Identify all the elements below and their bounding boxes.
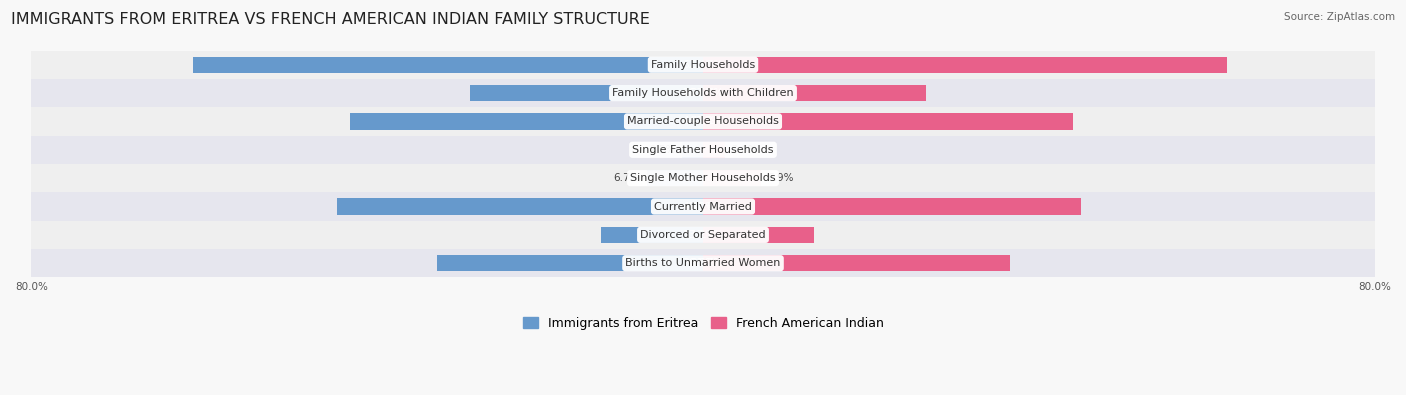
Bar — [703, 56, 1227, 73]
Bar — [437, 255, 703, 271]
Bar — [31, 221, 1375, 249]
Text: 27.8%: 27.8% — [690, 88, 724, 98]
Text: 6.7%: 6.7% — [613, 173, 640, 183]
Text: 60.8%: 60.8% — [690, 60, 724, 70]
Text: Births to Unmarried Women: Births to Unmarried Women — [626, 258, 780, 268]
Text: Single Mother Households: Single Mother Households — [630, 173, 776, 183]
Bar — [31, 51, 1375, 79]
Bar — [703, 141, 725, 158]
Text: Married-couple Households: Married-couple Households — [627, 117, 779, 126]
Text: Family Households with Children: Family Households with Children — [612, 88, 794, 98]
Bar — [703, 85, 927, 101]
Bar — [31, 79, 1375, 107]
Legend: Immigrants from Eritrea, French American Indian: Immigrants from Eritrea, French American… — [517, 312, 889, 335]
Bar — [703, 170, 761, 186]
Text: 2.5%: 2.5% — [648, 145, 675, 155]
Text: Divorced or Separated: Divorced or Separated — [640, 230, 766, 240]
Text: 42.1%: 42.1% — [690, 117, 724, 126]
Text: 36.6%: 36.6% — [682, 258, 716, 268]
Bar — [703, 113, 1073, 130]
Bar — [31, 192, 1375, 221]
Bar — [31, 107, 1375, 135]
Text: 44.1%: 44.1% — [682, 117, 716, 126]
Text: 2.6%: 2.6% — [731, 145, 758, 155]
Text: Source: ZipAtlas.com: Source: ZipAtlas.com — [1284, 12, 1395, 22]
Bar — [350, 113, 703, 130]
Bar — [470, 85, 703, 101]
Text: 26.6%: 26.6% — [682, 88, 716, 98]
Bar — [703, 227, 814, 243]
Bar — [31, 135, 1375, 164]
Text: IMMIGRANTS FROM ERITREA VS FRENCH AMERICAN INDIAN FAMILY STRUCTURE: IMMIGRANTS FROM ERITREA VS FRENCH AMERIC… — [11, 12, 650, 27]
Bar — [602, 227, 703, 243]
Text: 45.0%: 45.0% — [682, 201, 716, 211]
Text: Family Households: Family Households — [651, 60, 755, 70]
Text: 6.9%: 6.9% — [768, 173, 794, 183]
Text: 62.4%: 62.4% — [682, 60, 716, 70]
Bar — [647, 170, 703, 186]
Bar — [682, 141, 703, 158]
Text: 13.2%: 13.2% — [682, 230, 716, 240]
Bar — [31, 164, 1375, 192]
Bar — [703, 198, 1081, 215]
Bar — [337, 198, 703, 215]
Text: Single Father Households: Single Father Households — [633, 145, 773, 155]
Text: 31.7%: 31.7% — [690, 258, 724, 268]
Bar — [31, 249, 1375, 277]
Bar — [703, 255, 1011, 271]
Bar — [193, 56, 703, 73]
Text: 12.1%: 12.1% — [690, 230, 724, 240]
Text: Currently Married: Currently Married — [654, 201, 752, 211]
Text: 43.6%: 43.6% — [690, 201, 724, 211]
